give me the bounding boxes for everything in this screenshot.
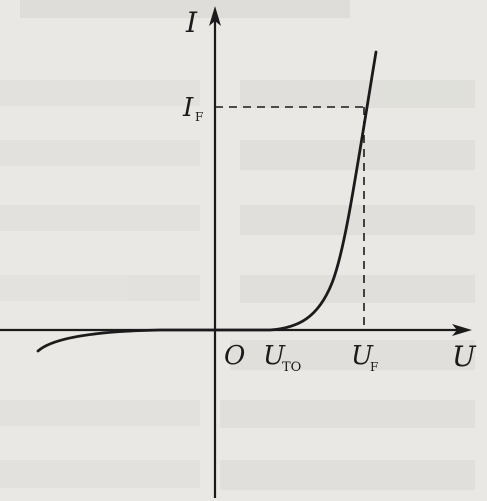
show-through-texture: [20, 0, 350, 18]
uf-label: U: [351, 341, 374, 371]
uto-label-subscript: TO: [282, 360, 301, 375]
uto-label: U: [263, 341, 286, 371]
y-axis-arrowhead: [209, 6, 221, 26]
x-axis-arrowhead: [452, 324, 472, 336]
origin-label: O: [224, 341, 245, 371]
if-label: I: [182, 93, 194, 123]
iv-curve: [36, 50, 378, 353]
uf-label-subscript: F: [370, 360, 378, 374]
y-axis-label: I: [185, 6, 198, 39]
if-label-subscript: F: [195, 110, 203, 124]
x-axis-label: U: [452, 340, 477, 373]
